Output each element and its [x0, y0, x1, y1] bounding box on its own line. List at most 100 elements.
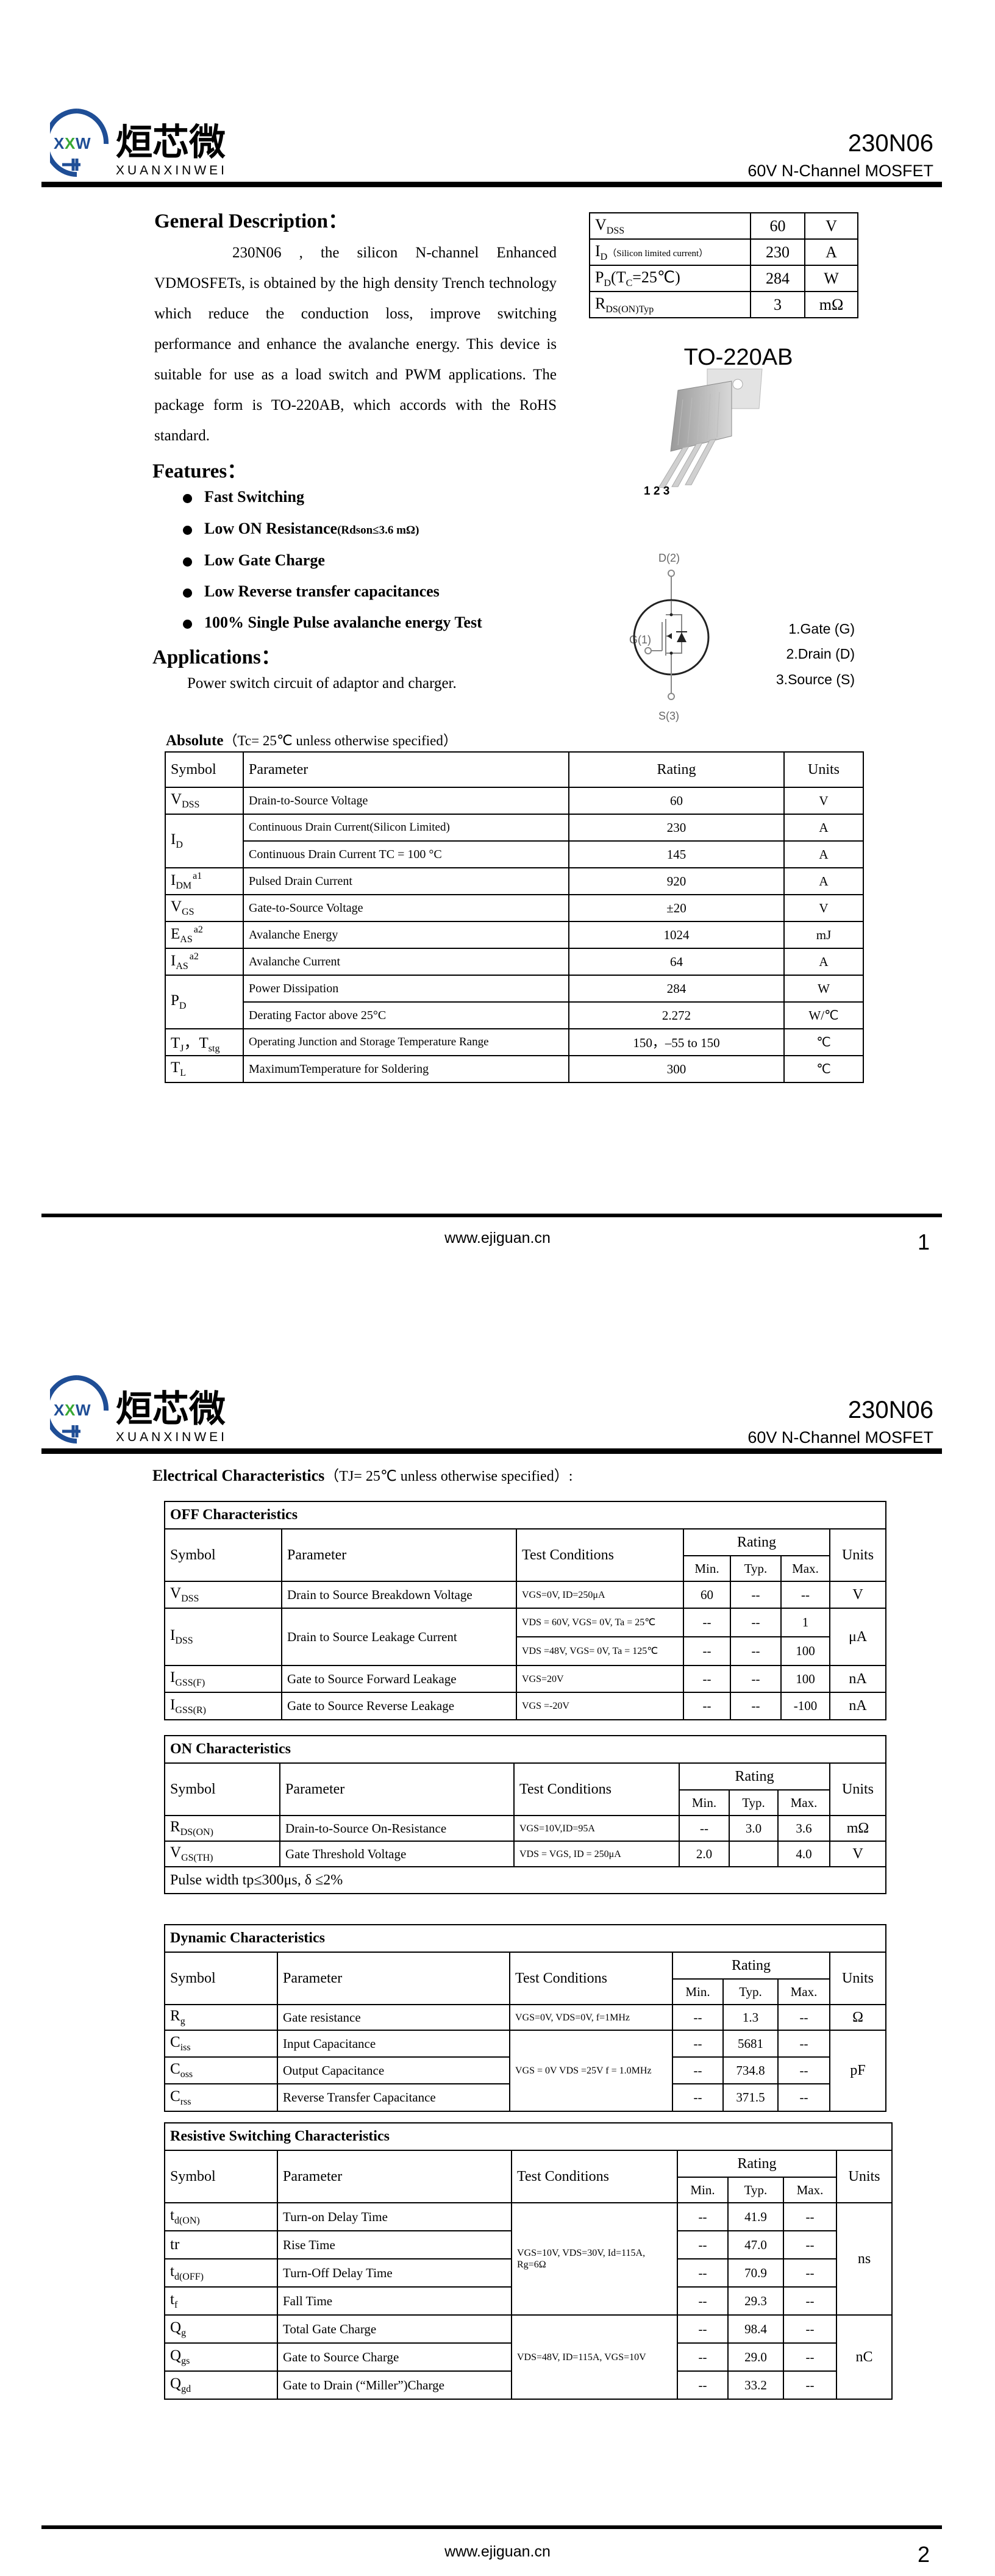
symbol-superscript: a2	[193, 925, 203, 935]
symbol-cell: PD(TC=25℃)	[589, 265, 751, 292]
symbol-subscript: g	[181, 2328, 187, 2338]
pin-numbers: 1 2 3	[644, 485, 670, 498]
symbol-subscript: DS(ON)Typ	[605, 304, 654, 315]
column-header: Rating	[683, 1528, 830, 1556]
symbol-cell: Rg	[164, 2004, 278, 2031]
spec-value: 3	[750, 291, 805, 318]
feature-item: Low Gate Charge	[183, 551, 325, 570]
parameter-cell: Drain-to-Source Voltage	[243, 787, 569, 815]
typ-cell: 70.9	[727, 2258, 784, 2288]
rating-cell: 300	[568, 1055, 785, 1083]
parameter-cell: MaximumTemperature for Soldering	[243, 1055, 569, 1083]
typ-cell: 41.9	[727, 2202, 784, 2231]
parameter-cell: Drain-to-Source On-Resistance	[279, 1815, 515, 1842]
max-cell: --	[777, 2083, 830, 2112]
column-header: Rating	[672, 1952, 830, 1980]
parameter-cell: Derating Factor above 25°C	[243, 1001, 569, 1029]
header-row: Min. Typ. Max.	[165, 1789, 886, 1816]
typ-cell: 1.3	[722, 2004, 779, 2031]
symbol-cell: Qg	[164, 2314, 278, 2344]
typ-cell: --	[730, 1692, 782, 1720]
condition-cell: VDS=48V, ID=115A, VGS=10V	[511, 2314, 678, 2400]
section-title: Dynamic Characteristics	[163, 1924, 887, 1953]
typ-cell: 29.0	[727, 2342, 784, 2372]
table-row: VDSS Drain-to-Source Voltage 60 V	[165, 787, 864, 815]
symbol-cell: td(ON)	[164, 2202, 278, 2231]
symbol-note: （Silicon limited current）	[607, 248, 708, 259]
min-cell: --	[677, 2342, 729, 2372]
typ-cell: --	[730, 1581, 782, 1609]
symbol-superscript: a1	[193, 871, 202, 881]
unit-cell: nA	[829, 1665, 887, 1693]
symbol-cell: PD	[165, 975, 244, 1029]
symbol-subscript: g	[180, 2016, 185, 2027]
column-header: Test Conditions	[511, 2150, 678, 2203]
symbol-subscript: DSS	[182, 800, 200, 810]
table-row: td(OFF) Turn-Off Delay Time -- 70.9 --	[164, 2258, 892, 2288]
unit-cell: A	[783, 840, 864, 868]
symbol-cell: Coss	[164, 2056, 278, 2084]
symbol-subscript: L	[180, 1068, 187, 1078]
unit-cell: W	[783, 975, 864, 1003]
symbol-cell: TJ，Tstg	[165, 1028, 244, 1056]
column-header: Max.	[777, 1789, 830, 1816]
part-number: 230N06	[847, 130, 933, 157]
symbol-subscript: f	[174, 2300, 178, 2310]
symbol-subscript: GS	[182, 907, 194, 917]
column-header: Symbol	[164, 1952, 278, 2005]
features-heading: Features：	[152, 460, 248, 482]
min-cell: --	[677, 2314, 729, 2344]
spec-unit: A	[804, 238, 858, 266]
table-row: IDMa1 Pulsed Drain Current 920 A	[165, 867, 864, 895]
absolute-heading: Absolute（Tc= 25℃ unless otherwise specif…	[166, 732, 457, 749]
unit-cell: ns	[835, 2202, 893, 2316]
min-cell: --	[683, 1692, 731, 1720]
spec-value: 60	[750, 212, 805, 240]
min-cell: --	[672, 2030, 724, 2058]
column-header: Typ.	[730, 1555, 782, 1582]
table-row: td(ON) Turn-on Delay Time VGS=10V, VDS=30V…	[164, 2202, 893, 2316]
symbol-cell: TL	[165, 1055, 244, 1083]
min-cell: --	[672, 2056, 724, 2084]
feature-item: Low Reverse transfer capacitances	[183, 582, 440, 601]
column-header: Test Conditions	[516, 1528, 684, 1582]
bullet-icon	[183, 619, 192, 629]
column-header: Symbol	[164, 2150, 278, 2203]
svg-text:烜芯微: 烜芯微	[116, 1388, 226, 1431]
typ-cell: --	[730, 1636, 782, 1666]
parameter-cell: Avalanche Current	[243, 948, 569, 976]
max-cell: 3.6	[777, 1815, 830, 1842]
header-row: Symbol Parameter Test Conditions Rating Unit…	[164, 1952, 887, 2005]
footer-url[interactable]: www.ejiguan.cn	[444, 2543, 551, 2560]
parameter-cell: Gate to Source Charge	[277, 2342, 512, 2372]
spec-row: ID（Silicon limited current） 230 A	[589, 238, 858, 266]
spec-value: 230	[750, 238, 805, 266]
min-cell: --	[672, 2004, 724, 2031]
symbol-subscript: D	[176, 840, 183, 850]
typ-cell: --	[730, 1608, 782, 1637]
pin-label-drain: 2.Drain (D)	[786, 646, 855, 662]
footer-url[interactable]: www.ejiguan.cn	[444, 1229, 551, 1247]
max-cell: -100	[780, 1692, 830, 1720]
symbol-cell: IASa2	[165, 948, 244, 976]
typ-cell: 47.0	[727, 2230, 784, 2259]
off-characteristics-table: OFF Characteristics Symbol Parameter Test C…	[163, 1501, 887, 1720]
table-row: RDS(ON) Drain-to-Source On-Resistance VGS=…	[164, 1815, 887, 1842]
column-header: Parameter	[243, 751, 569, 788]
spec-unit: mΩ	[804, 291, 858, 318]
column-header: Typ.	[722, 1978, 779, 2005]
mosfet-schematic: D(2) G(1) S(3)	[585, 546, 744, 726]
symbol-subscript: DSS	[181, 1594, 199, 1604]
typ-cell: 371.5	[722, 2083, 779, 2112]
unit-cell: A	[783, 948, 864, 976]
general-description-heading: General Description：	[154, 210, 349, 232]
header-rule	[41, 182, 942, 187]
typ-cell: --	[730, 1665, 782, 1693]
symbol-cell: VDSS	[164, 1581, 282, 1609]
parameter-cell: Gate-to-Source Voltage	[243, 894, 569, 922]
unit-cell: A	[783, 814, 864, 842]
column-header: Symbol	[164, 1762, 280, 1816]
column-header: Min.	[677, 2177, 729, 2203]
column-header: Typ.	[729, 1789, 779, 1816]
table-row: Ciss Input Capacitance VGS = 0V VDS =25V f…	[164, 2030, 887, 2112]
